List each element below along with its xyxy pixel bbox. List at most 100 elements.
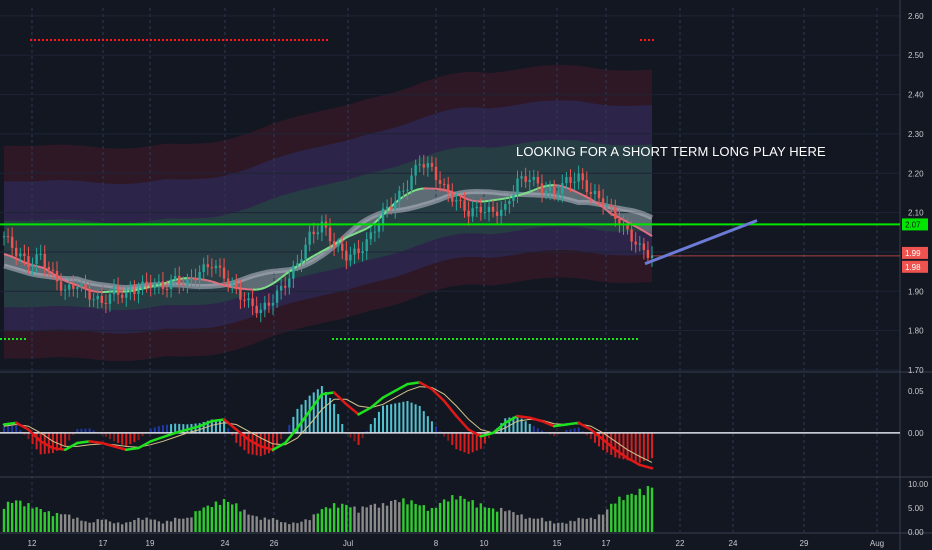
candle-body bbox=[585, 180, 588, 193]
ma-fast-segment bbox=[256, 288, 261, 291]
resistance-dot bbox=[218, 39, 220, 41]
ma-fast-segment bbox=[337, 238, 343, 244]
candle-body bbox=[381, 208, 385, 224]
volume-bar bbox=[231, 504, 234, 532]
histogram-bar bbox=[280, 432, 283, 440]
ma-fast-segment bbox=[362, 227, 368, 232]
candle-body bbox=[35, 254, 38, 265]
ma-fast-segment bbox=[407, 190, 413, 195]
volume-bar bbox=[320, 509, 324, 532]
volume-bar bbox=[239, 511, 242, 532]
resistance-dot bbox=[194, 39, 196, 41]
support-dot bbox=[472, 338, 474, 340]
volume-bar bbox=[349, 507, 352, 532]
resistance-dot bbox=[234, 39, 236, 41]
time-tick-label: 19 bbox=[146, 539, 155, 548]
candle-body bbox=[263, 302, 267, 310]
ma-fast-segment bbox=[276, 276, 282, 282]
oscillator-segment bbox=[247, 438, 263, 448]
volume-bar bbox=[6, 501, 10, 532]
histogram-bar bbox=[618, 432, 621, 459]
histogram-bar bbox=[536, 428, 539, 433]
support-dot bbox=[460, 338, 462, 340]
support-dot bbox=[8, 338, 10, 340]
time-tick-label: 24 bbox=[221, 539, 230, 548]
candle-body bbox=[479, 206, 483, 213]
ma-fast-segment bbox=[570, 188, 575, 192]
ma-fast-segment bbox=[468, 198, 473, 202]
volume-bar bbox=[475, 507, 478, 532]
candle-body bbox=[451, 192, 454, 202]
resistance-dot bbox=[222, 39, 224, 41]
volume-bar bbox=[508, 510, 511, 532]
candle-body bbox=[349, 254, 352, 261]
volume-bar bbox=[504, 511, 507, 532]
candle-body bbox=[271, 302, 275, 306]
price-label-box: 1.99 bbox=[902, 246, 928, 259]
support-dot bbox=[428, 338, 430, 340]
candle-body bbox=[548, 186, 552, 191]
volume-bar bbox=[2, 508, 6, 532]
histogram-bar bbox=[27, 432, 30, 440]
support-dot bbox=[484, 338, 486, 340]
candle-body bbox=[500, 209, 503, 217]
histogram-bar bbox=[390, 404, 393, 433]
histogram-bar bbox=[598, 432, 601, 447]
volume-bar bbox=[149, 519, 152, 532]
resistance-dot bbox=[46, 39, 48, 41]
volume-bar bbox=[108, 521, 112, 532]
histogram-bar bbox=[84, 428, 87, 433]
histogram-bar bbox=[622, 432, 625, 460]
histogram-bar bbox=[259, 432, 262, 457]
histogram-bar bbox=[47, 432, 50, 454]
support-dot bbox=[412, 338, 414, 340]
ma-fast-segment bbox=[618, 216, 624, 221]
chart-annotation: LOOKING FOR A SHORT TERM LONG PLAY HERE bbox=[516, 144, 826, 159]
volume-panel bbox=[2, 486, 654, 532]
volume-bar bbox=[642, 495, 646, 532]
ma-fast-segment bbox=[439, 188, 445, 191]
candle-body bbox=[222, 267, 226, 279]
oscillator-segment bbox=[418, 381, 434, 391]
support-dot bbox=[416, 338, 418, 340]
histogram-bar bbox=[630, 432, 633, 462]
histogram-bar bbox=[337, 413, 340, 433]
price-label-box: 2.07 bbox=[902, 218, 928, 231]
histogram-bar bbox=[394, 403, 397, 433]
volume-bar bbox=[84, 521, 87, 532]
support-dot bbox=[628, 338, 630, 340]
price-tick-label: 2.60 bbox=[908, 12, 924, 21]
histogram-bar bbox=[312, 392, 315, 433]
candle-body bbox=[581, 173, 584, 181]
volume-bar bbox=[35, 507, 38, 532]
ma-fast-segment bbox=[606, 209, 612, 215]
candle-body bbox=[418, 164, 421, 166]
histogram-bar bbox=[418, 405, 421, 433]
volume-bar bbox=[178, 518, 181, 532]
ma-fast-segment bbox=[203, 278, 208, 282]
histogram-bar bbox=[161, 425, 164, 433]
support-dot bbox=[376, 338, 378, 340]
candle-body bbox=[316, 232, 320, 235]
candle-body bbox=[59, 281, 63, 291]
candle-body bbox=[589, 192, 593, 195]
candle-body bbox=[63, 289, 67, 291]
volume-bar bbox=[55, 513, 59, 532]
candle-body bbox=[190, 277, 193, 280]
volume-bar bbox=[292, 522, 295, 532]
volume-bar bbox=[157, 521, 161, 532]
resistance-dot bbox=[652, 39, 654, 41]
resistance-dot bbox=[290, 39, 292, 41]
resistance-dot bbox=[170, 39, 172, 41]
candle-body bbox=[288, 278, 291, 288]
resistance-dot bbox=[198, 39, 200, 41]
candle-body bbox=[243, 299, 246, 301]
price-tick-label: 1.90 bbox=[908, 287, 924, 296]
resistance-dot bbox=[34, 39, 36, 41]
price-panel bbox=[0, 39, 900, 340]
resistance-dot bbox=[54, 39, 56, 41]
histogram-bar bbox=[569, 429, 572, 433]
support-dot bbox=[632, 338, 634, 340]
